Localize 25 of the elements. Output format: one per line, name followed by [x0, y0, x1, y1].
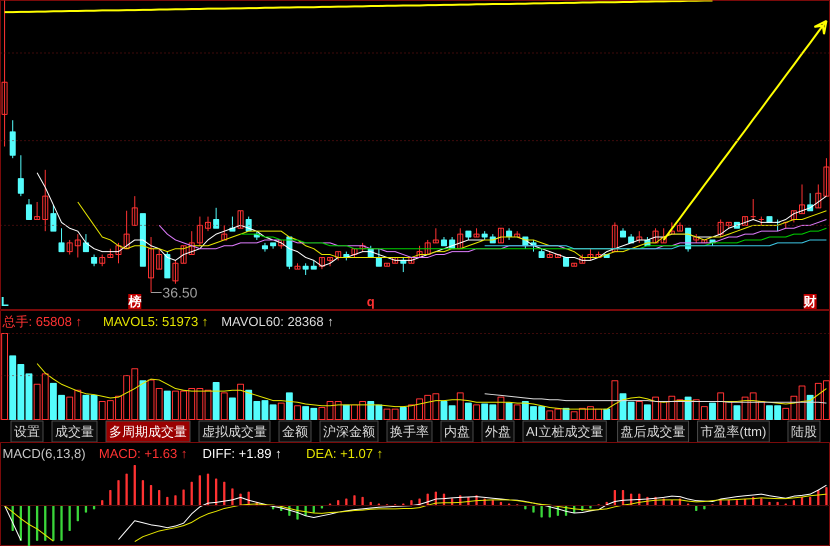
text: DIFF: +1.89 ↑	[202, 446, 282, 461]
text: q	[366, 294, 375, 309]
text: 多周期成交量	[109, 424, 187, 439]
text: 榜	[127, 294, 142, 309]
text: AI立桩成交量	[526, 424, 604, 439]
text: 陆股	[790, 424, 817, 439]
text: 盘后成交量	[620, 424, 686, 439]
text: 市盈率(ttm)	[700, 424, 766, 439]
text: 内盘	[444, 424, 470, 439]
text: 成交量	[55, 424, 94, 439]
annotation: 36.50	[162, 284, 198, 300]
text: MAVOL5: 51973 ↑	[103, 314, 208, 329]
text: 财	[802, 294, 817, 309]
text: 沪深金额	[323, 424, 375, 439]
text: 换手率	[390, 424, 429, 439]
series-label: 总手: 65808 ↑	[2, 314, 82, 329]
text: 虚拟成交量	[202, 424, 267, 439]
series-label: MACD: +1.63 ↑	[98, 446, 188, 461]
text: 设置	[14, 424, 40, 439]
chart-title: MACD(6,13,8)	[2, 446, 86, 461]
text: L	[0, 294, 9, 309]
text: 金额	[282, 424, 308, 439]
text: MAVOL60: 28368 ↑	[221, 314, 334, 329]
text: DEA: +1.07 ↑	[306, 446, 384, 461]
text: 外盘	[485, 424, 511, 439]
